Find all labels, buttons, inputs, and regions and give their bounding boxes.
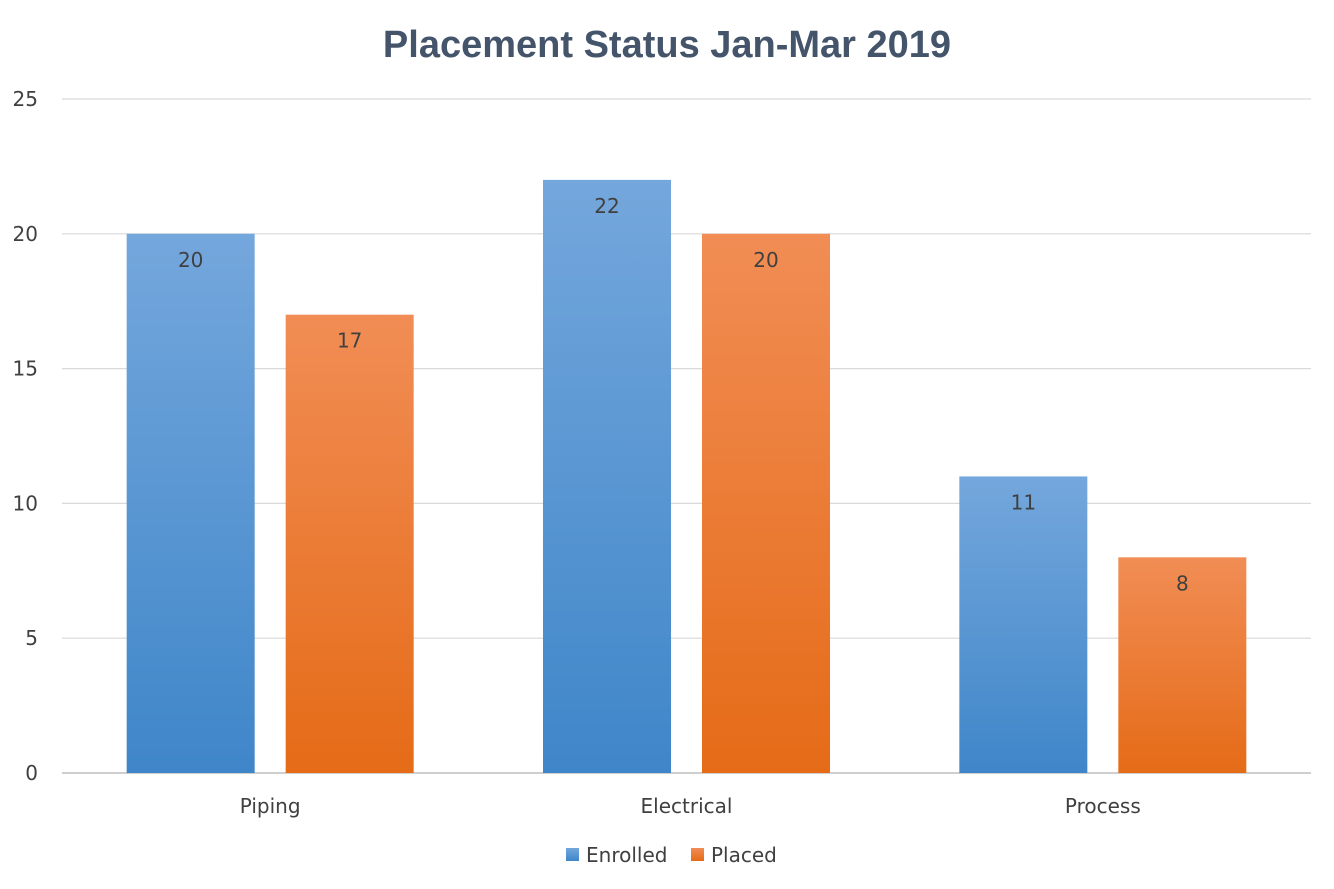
data-label: 22 (594, 194, 619, 218)
bars (126, 179, 1247, 774)
x-category-label: Electrical (641, 794, 733, 818)
bar-placed-electrical (702, 233, 830, 774)
bar-enrolled-piping (126, 233, 255, 774)
bar-placed-piping (285, 314, 414, 773)
legend-label-enrolled: Enrolled (586, 843, 667, 867)
legend-label-placed: Placed (711, 843, 777, 867)
bar-enrolled-electrical (543, 179, 671, 773)
y-tick-label: 5 (25, 626, 38, 650)
chart-title: Placement Status Jan-Mar 2019 (383, 24, 951, 66)
legend-swatch-enrolled (566, 848, 579, 861)
legend-swatch-placed (691, 848, 704, 861)
data-label: 11 (1011, 490, 1036, 514)
data-label: 8 (1176, 571, 1189, 595)
data-label: 20 (178, 248, 203, 272)
y-tick-label: 0 (25, 761, 38, 785)
x-axis-categories: Piping Electrical Process (240, 794, 1141, 818)
data-label: 17 (337, 329, 362, 353)
x-category-label: Piping (240, 794, 301, 818)
y-tick-label: 25 (13, 87, 38, 111)
bar-enrolled-process (959, 476, 1088, 773)
y-tick-label: 15 (13, 357, 38, 381)
gridlines (62, 98, 1311, 774)
y-tick-label: 20 (13, 222, 38, 246)
legend: Enrolled Placed (566, 843, 777, 867)
x-category-label: Process (1065, 794, 1141, 818)
y-axis-ticks: 0 5 10 15 20 25 (13, 87, 38, 785)
bar-placed-process (1118, 557, 1247, 773)
y-tick-label: 10 (13, 491, 38, 515)
data-label: 20 (753, 248, 778, 272)
data-labels: 20 17 22 20 11 8 (178, 194, 1189, 595)
